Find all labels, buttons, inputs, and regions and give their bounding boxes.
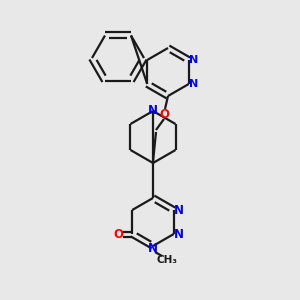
Text: N: N [174, 227, 184, 241]
Text: CH₃: CH₃ [157, 255, 178, 265]
Text: N: N [174, 203, 184, 217]
Text: N: N [148, 104, 158, 118]
Text: O: O [159, 107, 169, 121]
Text: N: N [189, 55, 198, 65]
Text: N: N [148, 242, 158, 256]
Text: N: N [189, 79, 198, 89]
Text: O: O [113, 227, 123, 241]
